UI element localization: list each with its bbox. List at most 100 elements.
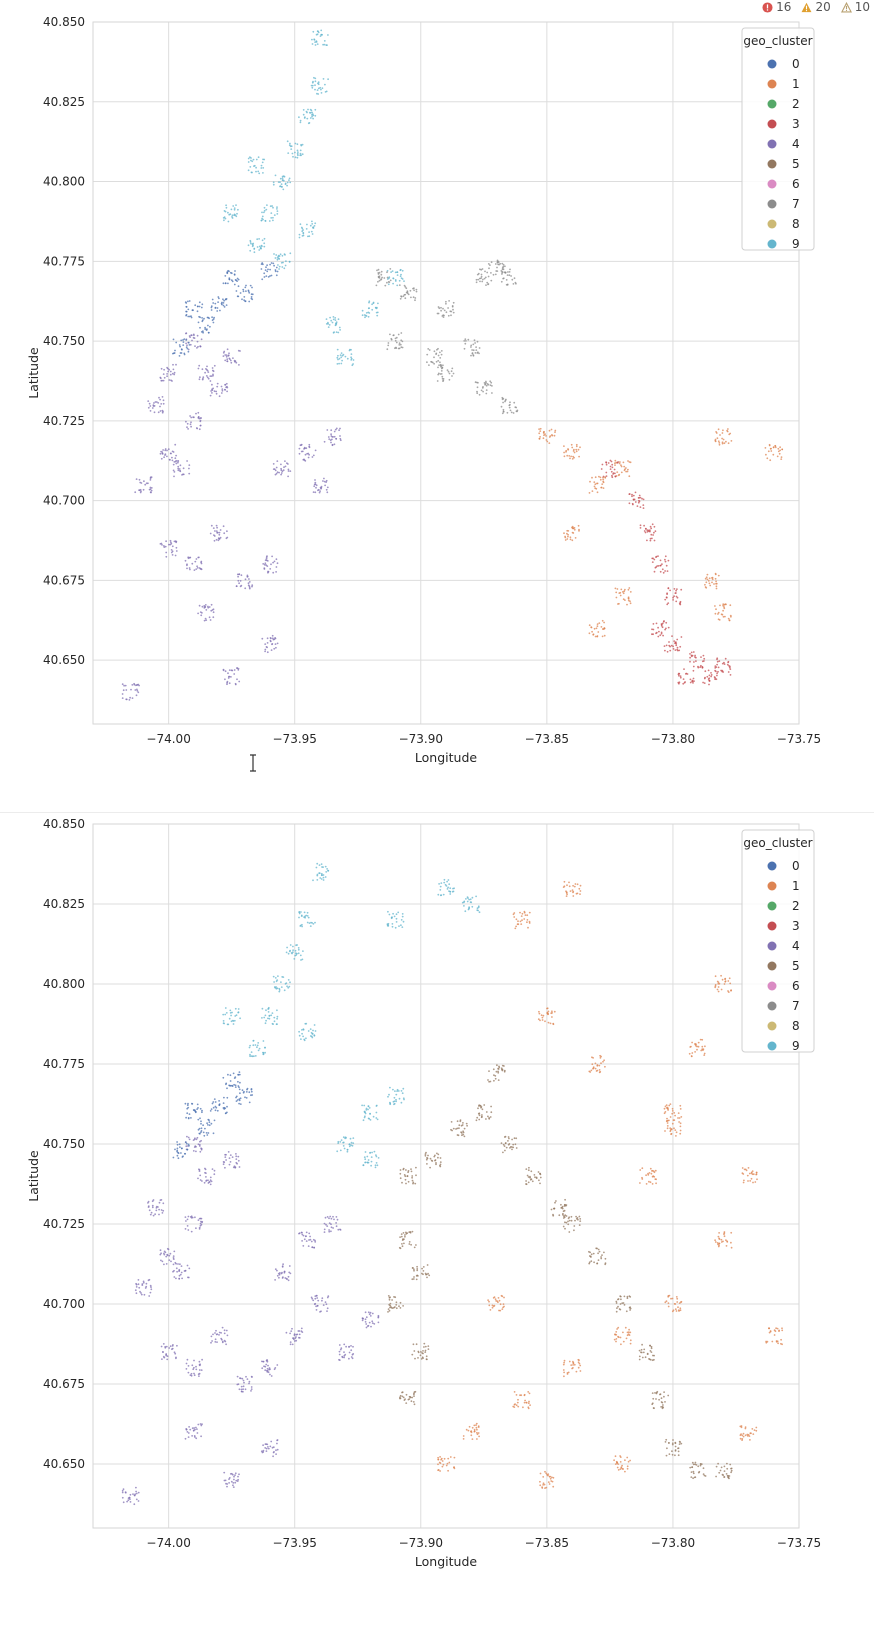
data-point [201,1221,203,1224]
data-point [546,1007,549,1010]
data-point [438,883,440,885]
data-point [187,428,190,430]
data-point-cluster-9 [222,1007,242,1026]
data-point [439,351,441,354]
data-point [477,278,480,281]
data-point [679,675,682,677]
data-point [697,1471,700,1474]
data-point [242,1388,245,1391]
data-point [213,539,216,542]
data-point [657,635,660,638]
data-point [726,430,729,433]
data-point [187,1432,190,1434]
data-point [406,291,409,293]
data-point [293,1333,296,1336]
data-point [376,311,379,314]
data-point-cluster-4 [209,382,229,398]
data-point [512,283,515,285]
data-point [440,350,443,352]
data-point [335,1225,338,1228]
data-point [305,447,308,450]
data-point [216,1341,218,1343]
data-point [311,114,313,116]
data-point [671,635,673,637]
data-point [588,1070,591,1073]
data-point [175,462,178,465]
data-point [232,205,235,207]
data-point [334,319,337,321]
data-point [375,1154,377,1156]
data-point [243,299,246,301]
data-point [620,588,623,591]
data-point [148,1209,151,1212]
data-point [209,394,212,397]
data-point [692,682,694,684]
data-point [517,920,519,923]
data-point [617,1463,620,1465]
data-point [501,1308,504,1310]
data-point [679,1307,682,1310]
data-point-cluster-4 [147,396,165,414]
data-point [290,148,293,151]
data-point [776,1327,779,1330]
data-point [600,1055,602,1058]
error-count[interactable]: 16 [762,0,791,14]
data-point [322,78,325,80]
data-point [194,345,196,347]
data-point [398,1097,401,1100]
data-point [229,1154,232,1156]
data-point [678,674,680,677]
data-point [598,475,600,478]
x-tick-label: −73.95 [273,1536,317,1550]
data-point [313,1303,316,1306]
data-point [184,559,187,562]
x-tick-label: −73.75 [777,732,821,746]
data-point [262,1360,265,1363]
data-point [203,1134,206,1137]
data-point [330,1230,332,1233]
data-point [547,1481,550,1483]
data-point [335,1216,338,1218]
data-point [235,290,238,292]
data-point [674,649,677,651]
data-point [260,268,263,270]
data-point [637,501,640,504]
data-point [721,442,724,445]
data-point [742,1181,745,1184]
data-point [568,455,571,457]
data-point [326,868,328,870]
warning-count[interactable]: 20 [801,0,831,14]
data-point [176,1143,179,1146]
data-point [599,1070,602,1073]
data-point [166,1358,169,1361]
data-point [492,1297,495,1299]
data-point [185,332,187,335]
data-point [602,1060,604,1063]
data-point [214,530,216,532]
data-point [694,654,696,657]
data-point-cluster-5 [399,1390,417,1406]
data-point [244,286,247,289]
data-point [210,1180,213,1183]
data-point [297,947,300,949]
data-point [261,217,263,220]
data-point [437,312,440,315]
data-point [482,278,484,281]
data-point-cluster-4 [223,1471,240,1488]
data-point-cluster-9 [310,76,329,95]
data-point [201,1180,203,1182]
data-point [171,1347,174,1350]
data-point [229,1084,231,1087]
data-point [666,1117,668,1120]
data-point [197,345,199,348]
info-count[interactable]: 10 [840,0,870,14]
data-point [717,666,720,669]
data-point [405,287,408,290]
data-point [239,580,242,582]
data-point [674,1454,676,1457]
data-point [509,1147,511,1149]
data-point [264,643,267,645]
data-point [653,531,655,534]
data-point [376,1164,379,1167]
data-point [244,300,247,303]
